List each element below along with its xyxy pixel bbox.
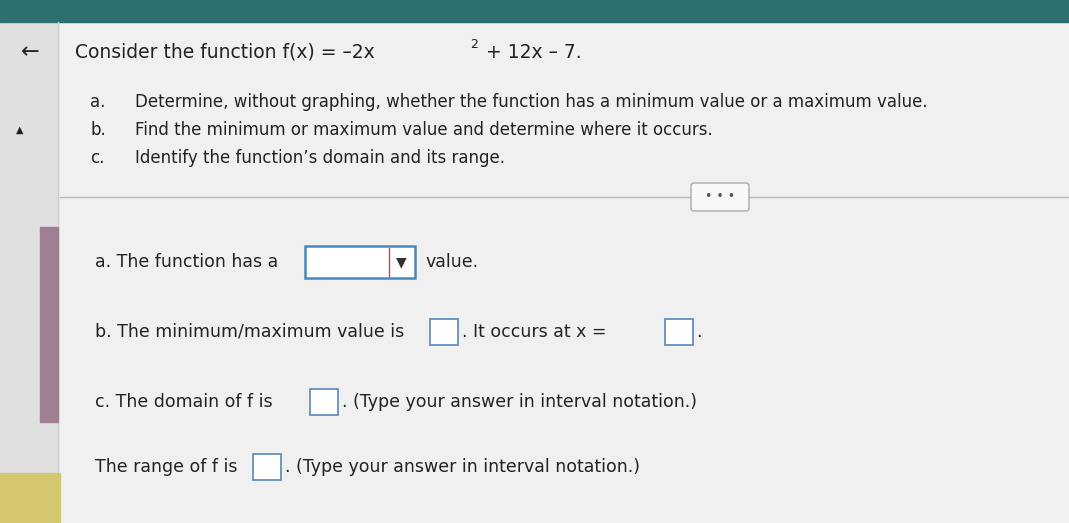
Text: b. The minimum/maximum value is: b. The minimum/maximum value is [95, 323, 404, 341]
Text: a. The function has a: a. The function has a [95, 253, 278, 271]
Text: .: . [696, 323, 701, 341]
FancyBboxPatch shape [691, 183, 749, 211]
Text: ▲: ▲ [16, 125, 24, 135]
Text: b.: b. [90, 121, 106, 139]
Text: Identify the function’s domain and its range.: Identify the function’s domain and its r… [135, 149, 505, 167]
FancyBboxPatch shape [253, 454, 281, 480]
Text: 2: 2 [470, 38, 478, 51]
Text: c.: c. [90, 149, 105, 167]
Text: The range of f is: The range of f is [95, 458, 237, 476]
FancyBboxPatch shape [310, 389, 338, 415]
Text: Determine, without graphing, whether the function has a minimum value or a maxim: Determine, without graphing, whether the… [135, 93, 928, 111]
Text: . (Type your answer in interval notation.): . (Type your answer in interval notation… [342, 393, 697, 411]
Text: Consider the function f(x) = –2x: Consider the function f(x) = –2x [75, 42, 375, 62]
Text: . (Type your answer in interval notation.): . (Type your answer in interval notation… [285, 458, 640, 476]
FancyBboxPatch shape [430, 319, 458, 345]
FancyBboxPatch shape [665, 319, 693, 345]
Text: + 12x – 7.: + 12x – 7. [480, 42, 582, 62]
FancyBboxPatch shape [305, 246, 415, 278]
Text: ▼: ▼ [396, 255, 406, 269]
Text: • • •: • • • [704, 190, 735, 203]
Text: value.: value. [425, 253, 478, 271]
Text: a.: a. [90, 93, 106, 111]
Text: . It occurs at x =: . It occurs at x = [462, 323, 606, 341]
Bar [0, 22, 58, 523]
Text: Find the minimum or maximum value and determine where it occurs.: Find the minimum or maximum value and de… [135, 121, 713, 139]
Text: ←: ← [20, 42, 40, 62]
Bar [40, 227, 58, 422]
Bar [0, 0, 1069, 22]
Text: c. The domain of f is: c. The domain of f is [95, 393, 273, 411]
Bar [0, 473, 60, 523]
